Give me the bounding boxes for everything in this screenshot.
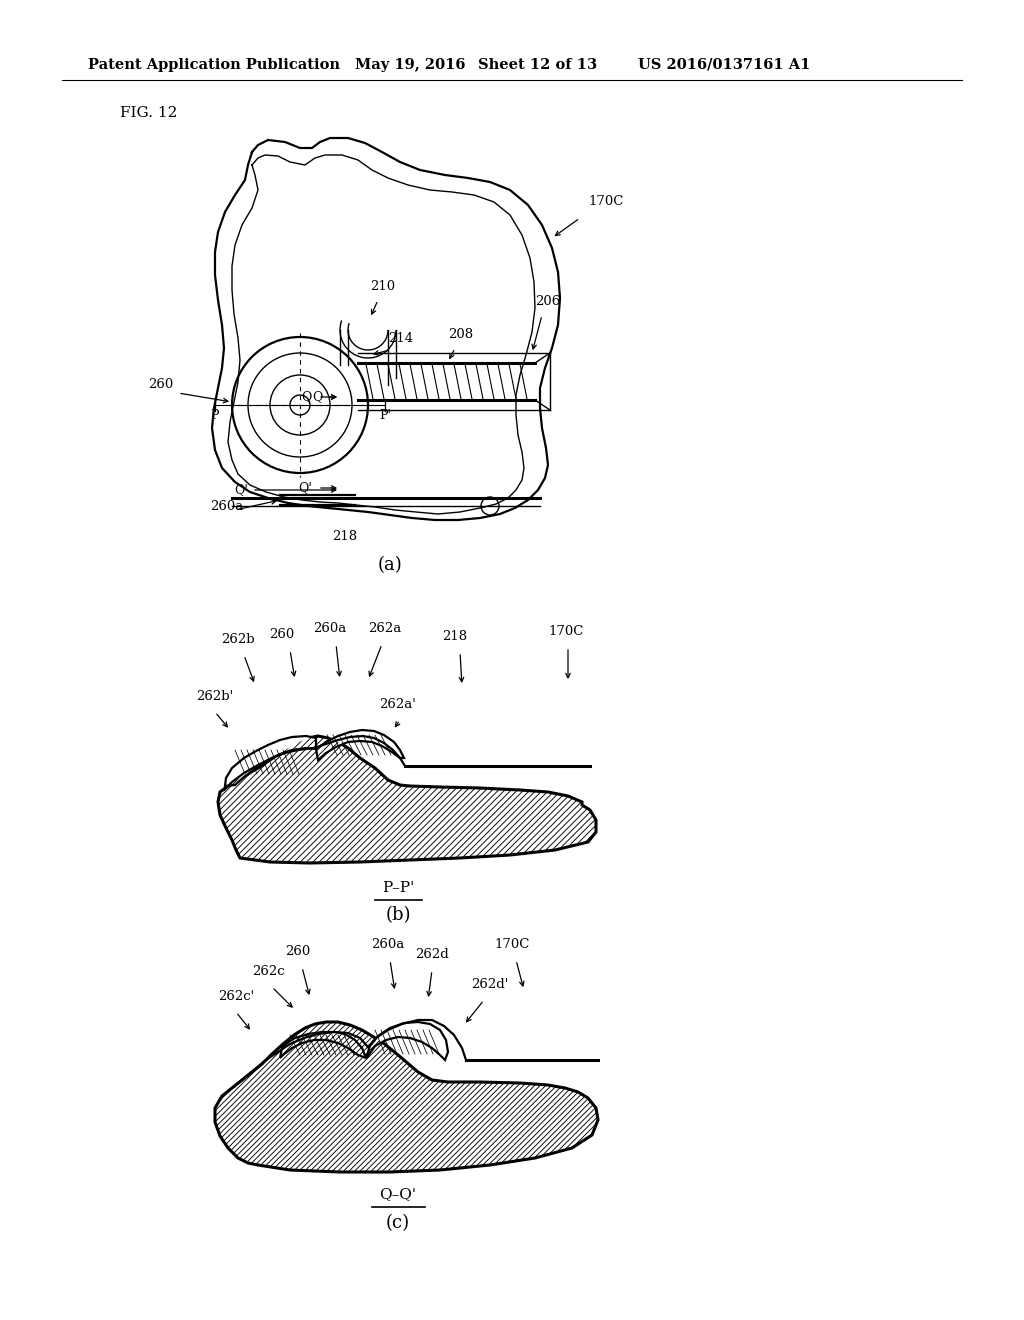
Polygon shape: [366, 1022, 449, 1060]
Text: US 2016/0137161 A1: US 2016/0137161 A1: [638, 58, 810, 73]
Text: 210: 210: [370, 280, 395, 293]
Text: 260: 260: [148, 378, 173, 391]
Text: 218: 218: [442, 630, 468, 643]
Text: 262b: 262b: [221, 634, 255, 645]
Text: 262c: 262c: [252, 965, 285, 978]
Text: Q': Q': [234, 483, 248, 496]
Text: 262c': 262c': [218, 990, 254, 1003]
Text: P': P': [379, 409, 391, 422]
Text: 262b': 262b': [197, 690, 233, 704]
Polygon shape: [225, 737, 316, 785]
Text: May 19, 2016: May 19, 2016: [355, 58, 466, 73]
Text: 170C: 170C: [548, 624, 584, 638]
Polygon shape: [316, 730, 404, 760]
Text: P–P': P–P': [382, 880, 414, 895]
Text: 170C: 170C: [495, 939, 529, 950]
Text: 260: 260: [286, 945, 310, 958]
Polygon shape: [215, 1022, 598, 1172]
Text: 208: 208: [449, 327, 473, 341]
Text: Q–Q': Q–Q': [380, 1187, 417, 1201]
Text: 262a': 262a': [380, 698, 417, 711]
Text: Q: Q: [302, 391, 312, 404]
Text: Patent Application Publication: Patent Application Publication: [88, 58, 340, 73]
Text: (a): (a): [378, 556, 402, 574]
Text: 218: 218: [333, 531, 357, 543]
Text: Q': Q': [298, 482, 312, 495]
Text: Q: Q: [312, 391, 323, 404]
Text: 206: 206: [535, 294, 560, 308]
Text: 260a: 260a: [372, 939, 404, 950]
Text: Sheet 12 of 13: Sheet 12 of 13: [478, 58, 597, 73]
Text: 262d': 262d': [471, 978, 509, 991]
Text: 260a: 260a: [210, 500, 244, 513]
Text: (c): (c): [386, 1214, 410, 1232]
Text: P: P: [211, 409, 219, 422]
Polygon shape: [218, 737, 596, 863]
Polygon shape: [280, 1032, 366, 1059]
Text: 260: 260: [269, 628, 295, 642]
Text: FIG. 12: FIG. 12: [120, 106, 177, 120]
Text: 262d: 262d: [415, 948, 449, 961]
Text: 260a: 260a: [313, 622, 347, 635]
Text: (b): (b): [385, 906, 411, 924]
Text: 170C: 170C: [588, 195, 624, 209]
Text: 214: 214: [388, 333, 413, 345]
Text: 262a: 262a: [369, 622, 401, 635]
